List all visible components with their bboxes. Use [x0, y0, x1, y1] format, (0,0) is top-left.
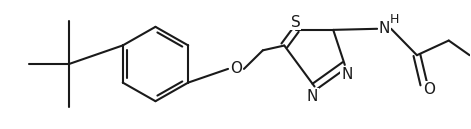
Text: O: O [423, 82, 435, 97]
Text: N: N [378, 21, 390, 36]
Text: S: S [291, 15, 300, 30]
Text: O: O [230, 61, 242, 76]
Text: N: N [307, 89, 318, 104]
Text: N: N [341, 67, 352, 82]
Text: H: H [390, 13, 399, 26]
